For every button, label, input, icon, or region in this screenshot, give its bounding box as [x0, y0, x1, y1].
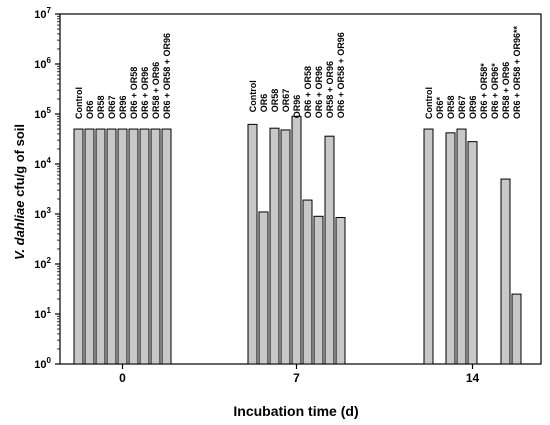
bar — [324, 135, 335, 365]
bar-label: OR58 — [270, 89, 280, 113]
bar — [258, 211, 269, 365]
bar-label: Control — [424, 87, 434, 119]
bar — [161, 128, 172, 365]
x-axis-title: Incubation time (d) — [233, 403, 358, 419]
bar-label: OR67 — [457, 96, 467, 120]
bar-label: OR6 + OR96 — [314, 66, 324, 118]
bar-labels: Control OR6 OR58 OR67 OR96 OR6 + OR58 OR6 + OR… — [74, 26, 522, 120]
bar-label: OR6 + OR58 + OR96 — [162, 33, 172, 119]
bar-label: OR6 — [85, 101, 95, 120]
bar — [302, 199, 313, 365]
bar — [280, 129, 291, 365]
bar — [247, 123, 258, 365]
bar — [106, 128, 117, 365]
bar — [500, 178, 511, 365]
x-axis: 0 7 14 — [119, 364, 479, 385]
bar-label: OR6 — [259, 94, 269, 113]
bar-label: OR6 + OR96* — [490, 63, 500, 119]
bar-label: OR58 + OR96 — [501, 62, 511, 119]
y-tick-label: 103 — [34, 206, 51, 221]
bar-label: OR58 + OR96 — [151, 62, 161, 119]
bar-label: OR6 + OR96 — [140, 67, 150, 119]
bar-label: OR96 — [118, 96, 128, 120]
bar-label: OR58 — [446, 96, 456, 120]
y-tick-label: 106 — [34, 56, 51, 71]
bar — [511, 293, 522, 365]
bar-label: Control — [74, 87, 84, 119]
bar-label: OR96 — [292, 95, 302, 119]
bar-label: OR67 — [281, 89, 291, 113]
bar — [95, 128, 106, 365]
y-axis-title-rest: cfu/g of soil — [12, 124, 27, 201]
y-tick-label: 100 — [34, 356, 51, 371]
bar — [291, 115, 302, 365]
bar-label: OR58 — [96, 96, 106, 120]
bar-label: OR67 — [107, 96, 117, 120]
bar — [456, 128, 467, 365]
bar — [335, 217, 346, 365]
bars — [73, 115, 522, 365]
y-axis-title-italic: V. dahliae — [12, 201, 27, 261]
x-tick-label: 7 — [293, 371, 300, 385]
bar-label: OR6 + OR58 + OR96** — [512, 26, 522, 120]
bar — [467, 141, 478, 365]
bar — [117, 128, 128, 365]
bar-label: OR6 + OR58* — [479, 63, 489, 119]
bar — [150, 128, 161, 365]
bar — [84, 128, 95, 365]
bar — [269, 127, 280, 365]
bar-label: OR6 + OR58 — [129, 67, 139, 119]
y-tick-label: 107 — [34, 6, 51, 21]
bar — [139, 128, 150, 365]
y-axis-title: V. dahliae cfu/g of soil — [12, 124, 27, 260]
bar-label: OR96 — [468, 96, 478, 120]
bar-label: OR6 + OR58 + OR96 — [336, 32, 346, 118]
bar — [445, 132, 456, 365]
bar — [128, 128, 139, 365]
bar — [423, 128, 434, 365]
y-tick-label: 102 — [34, 256, 51, 271]
y-tick-label: 104 — [34, 156, 51, 171]
x-tick-label: 0 — [119, 371, 126, 385]
bar — [73, 128, 84, 365]
y-tick-label: 101 — [34, 306, 51, 321]
y-axis: 100 101 102 103 104 105 106 107 — [34, 6, 60, 371]
x-tick-label: 14 — [466, 371, 480, 385]
bar-label: OR6 + OR58 — [303, 66, 313, 118]
bar — [313, 215, 324, 365]
bar-label: OR6* — [435, 97, 445, 120]
y-tick-label: 105 — [34, 106, 51, 121]
bar-label: Control — [248, 80, 258, 112]
bar-label: OR58 + OR96 — [325, 61, 335, 118]
